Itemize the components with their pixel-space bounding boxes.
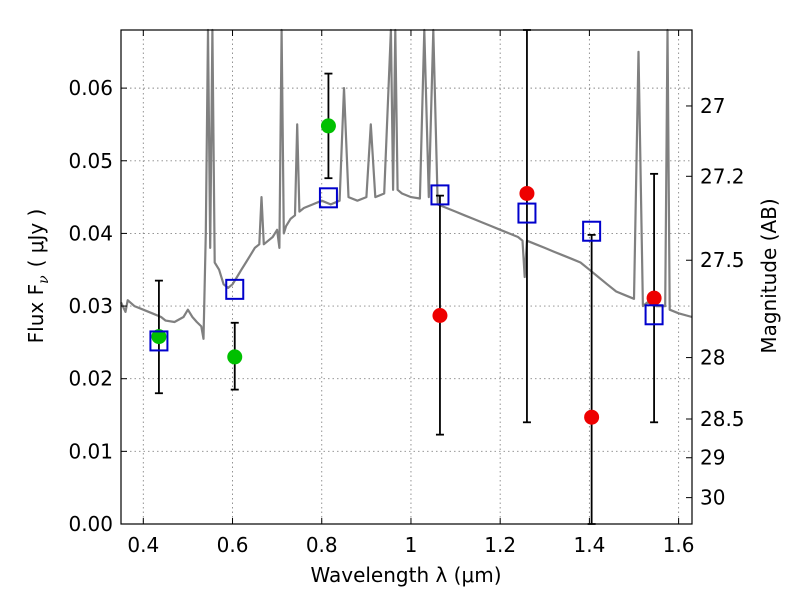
green-point — [151, 329, 167, 345]
x-tick-label: 0.8 — [306, 533, 338, 557]
model-squares — [149, 184, 664, 352]
blue-square-marker — [149, 330, 169, 352]
green-point — [320, 118, 336, 134]
y-tick-label: 0.04 — [68, 221, 113, 245]
y-axis-label-main: Flux F — [24, 284, 48, 343]
right-axis-tick-label: 27 — [700, 94, 725, 118]
green-point — [227, 349, 243, 365]
x-tick-label: 0.4 — [127, 533, 159, 557]
plot-frame — [120, 29, 693, 525]
axis-ticks — [121, 30, 692, 525]
y-tick-label: 0.03 — [68, 294, 113, 318]
tick-labels: 0.4 0.6 0.8 1 1.2 1.4 1.6 0.00 0.01 0.02 0.03 0.04 0… — [68, 76, 744, 557]
blue-square-marker — [430, 184, 450, 206]
blue-square-marker — [225, 278, 245, 300]
red-point — [584, 409, 600, 425]
error-bars — [154, 29, 659, 525]
blue-square-marker — [644, 304, 664, 326]
right-axis-tick-label: 29 — [700, 446, 725, 470]
blue-square-marker — [582, 220, 602, 242]
y-tick-label: 0.06 — [68, 76, 113, 100]
right-axis-label: Magnitude (AB) — [757, 198, 781, 353]
right-axis-tick-label: 27.2 — [700, 164, 745, 188]
sed-line-path — [120, 28, 693, 340]
x-tick-label: 1.6 — [663, 533, 695, 557]
right-axis-tick-label: 28.5 — [700, 407, 745, 431]
red-point — [646, 290, 662, 306]
x-tick-label: 1 — [405, 533, 418, 557]
blue-square-marker — [318, 187, 338, 209]
blue-square-marker — [517, 202, 537, 224]
y-axis-label: Flux Fν ( μJy ) — [24, 209, 52, 344]
y-tick-label: 0.01 — [68, 439, 113, 463]
y-tick-label: 0.05 — [68, 149, 113, 173]
grid-lines — [121, 30, 692, 524]
right-axis-tick-label: 28 — [700, 346, 725, 370]
right-axis-tick-label: 30 — [700, 486, 725, 510]
y-axis-label-sub: ν — [36, 275, 52, 284]
x-tick-label: 1.2 — [484, 533, 516, 557]
red-point — [432, 308, 448, 324]
red-point — [519, 185, 535, 201]
sed-model-line — [120, 28, 693, 340]
data-points — [151, 118, 662, 425]
right-axis-tick-label: 27.5 — [700, 248, 745, 272]
x-axis-label: Wavelength λ (μm) — [310, 563, 501, 587]
x-tick-label: 0.6 — [217, 533, 249, 557]
y-axis-label-unit: ( μJy ) — [24, 209, 48, 268]
y-tick-label: 0.02 — [68, 367, 113, 391]
y-tick-label: 0.00 — [68, 512, 113, 536]
x-tick-label: 1.4 — [573, 533, 605, 557]
